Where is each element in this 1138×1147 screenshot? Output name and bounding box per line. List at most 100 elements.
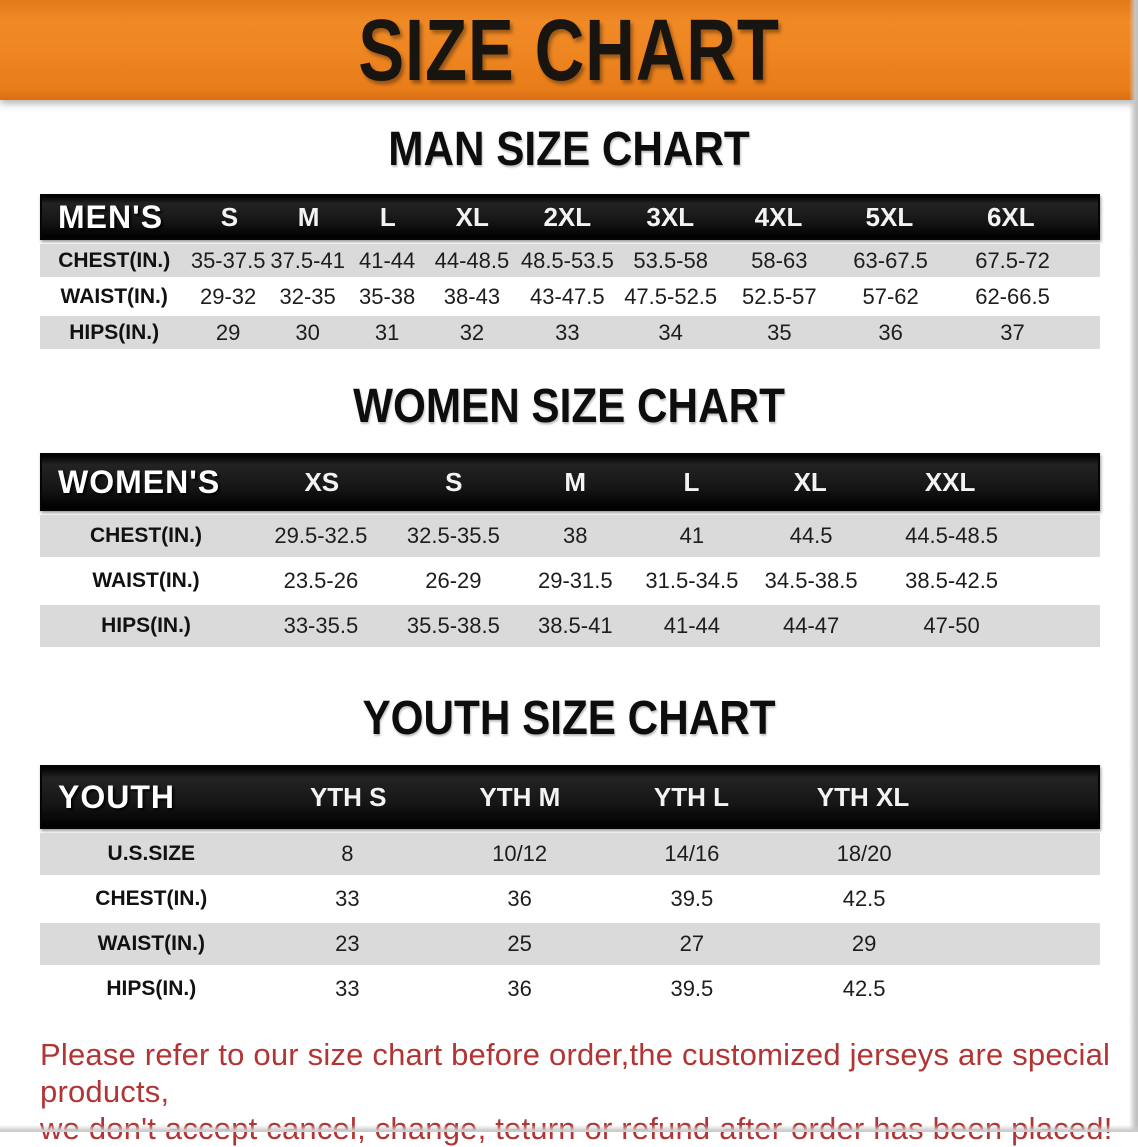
table-row: HIPS(IN.) 29 30 31 32 33 34 35 36 37 bbox=[40, 316, 1100, 349]
table-cell: 44-47 bbox=[782, 613, 840, 638]
table-header-label: WOMEN'S bbox=[58, 463, 221, 500]
table-cell: 18/20 bbox=[836, 841, 892, 866]
row-label: HIPS(IN.) bbox=[101, 614, 191, 637]
table-row: CHEST(IN.) 35-37.5 37.5-41 41-44 44-48.5 48.5… bbox=[40, 244, 1100, 277]
men-size-table: MEN'S S M L XL 2XL 3XL 4XL 5XL 6XL CHEST(IN.) 35-37… bbox=[40, 194, 1100, 349]
table-cell: 33 bbox=[555, 319, 580, 345]
table-cell: 53.5-58 bbox=[633, 247, 708, 273]
table-rows: CHEST(IN.) 35-37.5 37.5-41 41-44 44-48.5 48.5… bbox=[40, 240, 1100, 349]
table-cell: 30 bbox=[295, 319, 320, 345]
table-column-header: YTH M bbox=[479, 781, 561, 812]
section-women: WOMEN SIZE CHART WOMEN'S XS S M L XL XXL CHEST(… bbox=[0, 381, 1138, 647]
table-cell: 37.5-41 bbox=[270, 247, 345, 273]
table-column-header: 2XL bbox=[543, 201, 592, 232]
table-cell: 32-35 bbox=[279, 283, 336, 309]
table-cell: 44-48.5 bbox=[434, 247, 510, 273]
table-cell: 29 bbox=[215, 319, 241, 345]
table-column-header: S bbox=[220, 201, 239, 232]
table-column-header: M bbox=[564, 466, 587, 497]
table-header-label: MEN'S bbox=[58, 198, 164, 235]
table-cell: 39.5 bbox=[670, 976, 714, 1001]
page-shadow-bottom bbox=[0, 1125, 1138, 1132]
table-cell: 62-66.5 bbox=[975, 283, 1050, 309]
table-row: WAIST(IN.) 23 25 27 29 bbox=[40, 923, 1100, 965]
row-label: U.S.SIZE bbox=[107, 842, 196, 865]
table-column-header: L bbox=[379, 201, 396, 232]
youth-section-title: YOUTH SIZE CHART bbox=[362, 692, 776, 745]
row-label: HIPS(IN.) bbox=[69, 320, 160, 344]
table-column-header: XL bbox=[455, 201, 489, 232]
table-cell: 23 bbox=[335, 931, 360, 956]
row-label: WAIST(IN.) bbox=[97, 932, 205, 955]
row-label: CHEST(IN.) bbox=[58, 248, 171, 272]
table-cell: 36 bbox=[878, 319, 903, 345]
table-cell: 27 bbox=[679, 931, 705, 956]
table-cell: 42.5 bbox=[842, 976, 886, 1001]
table-row: WAIST(IN.) 23.5-26 26-29 29-31.5 31.5-34.5 34… bbox=[40, 560, 1100, 602]
row-label: WAIST(IN.) bbox=[92, 569, 200, 592]
table-cell: 10/12 bbox=[492, 841, 548, 866]
page-title: SIZE CHART bbox=[358, 1, 780, 99]
table-cell: 63-67.5 bbox=[853, 247, 928, 273]
table-cell: 47-50 bbox=[923, 613, 980, 638]
table-cell: 35-38 bbox=[359, 283, 416, 309]
table-cell: 41-44 bbox=[359, 247, 416, 273]
women-size-table: WOMEN'S XS S M L XL XXL CHEST(IN.) 29.5-32.5 32.5… bbox=[40, 453, 1100, 647]
table-cell: 41-44 bbox=[663, 613, 721, 638]
table-row: HIPS(IN.) 33-35.5 35.5-38.5 38.5-41 41-44 44-… bbox=[40, 605, 1100, 647]
row-label: HIPS(IN.) bbox=[106, 977, 197, 1000]
table-cell: 25 bbox=[507, 931, 532, 956]
table-cell: 29 bbox=[851, 931, 877, 956]
table-cell: 32.5-35.5 bbox=[406, 523, 500, 548]
section-men: MAN SIZE CHART MEN'S S M L XL 2XL 3XL 4XL 5XL 6XL… bbox=[0, 124, 1138, 349]
table-cell: 8 bbox=[341, 841, 354, 866]
table-column-header: XS bbox=[304, 466, 340, 497]
row-label: CHEST(IN.) bbox=[95, 887, 208, 910]
table-rows: CHEST(IN.) 29.5-32.5 32.5-35.5 38 41 44.5 44.5… bbox=[40, 511, 1100, 647]
table-header-row: MEN'S S M L XL 2XL 3XL 4XL 5XL 6XL bbox=[40, 194, 1100, 240]
table-cell: 35.5-38.5 bbox=[406, 613, 500, 638]
table-cell: 38-43 bbox=[443, 283, 501, 309]
table-cell: 38.5-41 bbox=[537, 613, 613, 638]
table-cell: 35-37.5 bbox=[190, 247, 266, 273]
row-label: CHEST(IN.) bbox=[90, 524, 202, 547]
table-cell: 35 bbox=[767, 319, 792, 345]
size-chart-banner: SIZE CHART bbox=[0, 0, 1138, 100]
men-section-title: MAN SIZE CHART bbox=[388, 123, 750, 176]
table-cell: 57-62 bbox=[862, 283, 919, 309]
row-label: WAIST(IN.) bbox=[60, 284, 168, 308]
table-cell: 29-31.5 bbox=[537, 568, 613, 593]
table-cell: 44.5-48.5 bbox=[905, 523, 999, 548]
table-cell: 34.5-38.5 bbox=[764, 568, 858, 593]
table-column-header: XL bbox=[793, 466, 827, 497]
table-cell: 52.5-57 bbox=[742, 283, 817, 309]
table-cell: 48.5-53.5 bbox=[520, 247, 614, 273]
table-cell: 26-29 bbox=[425, 568, 482, 593]
table-column-header: L bbox=[683, 466, 700, 497]
section-youth: YOUTH SIZE CHART YOUTH YTH S YTH M YTH L YTH… bbox=[0, 693, 1138, 1010]
table-column-header: 6XL bbox=[986, 201, 1035, 232]
table-cell: 38 bbox=[563, 523, 588, 548]
table-cell: 34 bbox=[658, 319, 683, 345]
table-cell: 67.5-72 bbox=[975, 247, 1050, 273]
table-rows: U.S.SIZE 8 10/12 14/16 18/20 CHEST(IN.) 33 36 39… bbox=[40, 829, 1100, 1010]
table-row: CHEST(IN.) 33 36 39.5 42.5 bbox=[40, 878, 1100, 920]
table-cell: 47.5-52.5 bbox=[624, 283, 718, 309]
table-row: U.S.SIZE 8 10/12 14/16 18/20 bbox=[40, 833, 1100, 875]
women-section-title: WOMEN SIZE CHART bbox=[353, 380, 785, 433]
table-cell: 39.5 bbox=[670, 886, 714, 911]
table-cell: 36 bbox=[507, 886, 532, 911]
table-column-header: YTH S bbox=[309, 781, 387, 812]
table-cell: 44.5 bbox=[789, 523, 833, 548]
table-row: CHEST(IN.) 29.5-32.5 32.5-35.5 38 41 44.5 44.5… bbox=[40, 515, 1100, 557]
table-cell: 14/16 bbox=[664, 841, 720, 866]
table-column-header: 5XL bbox=[865, 201, 914, 232]
table-cell: 23.5-26 bbox=[283, 568, 359, 593]
table-cell: 41 bbox=[679, 523, 705, 548]
table-row: HIPS(IN.) 33 36 39.5 42.5 bbox=[40, 968, 1100, 1010]
table-cell: 29.5-32.5 bbox=[274, 523, 368, 548]
table-cell: 29-32 bbox=[200, 283, 257, 309]
table-cell: 33-35.5 bbox=[283, 613, 359, 638]
table-column-header: YTH L bbox=[653, 781, 729, 812]
page-shadow-right bbox=[1129, 0, 1138, 1132]
